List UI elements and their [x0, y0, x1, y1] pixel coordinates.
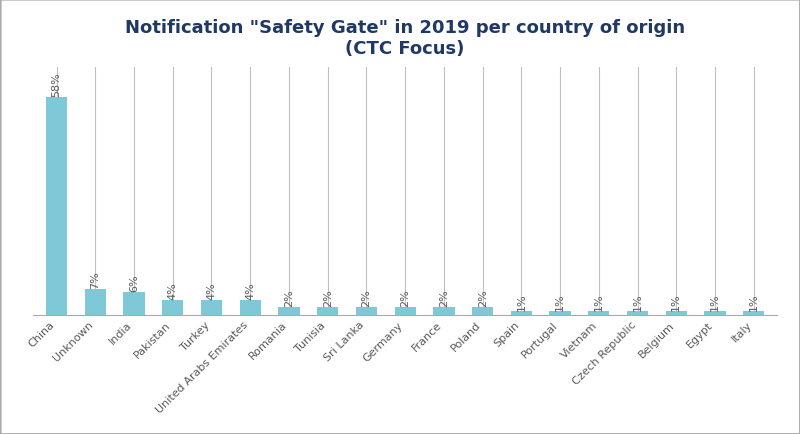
- Text: 6%: 6%: [129, 274, 139, 292]
- Bar: [123, 293, 145, 315]
- Bar: [550, 312, 570, 315]
- Bar: [85, 289, 106, 315]
- Text: 58%: 58%: [51, 72, 62, 97]
- Bar: [704, 312, 726, 315]
- Bar: [743, 312, 765, 315]
- Bar: [434, 308, 454, 315]
- Bar: [278, 308, 300, 315]
- Text: 2%: 2%: [322, 289, 333, 306]
- Bar: [394, 308, 416, 315]
- Text: 1%: 1%: [633, 293, 642, 310]
- Text: 1%: 1%: [516, 293, 526, 310]
- Text: 7%: 7%: [90, 270, 100, 288]
- Bar: [666, 312, 687, 315]
- Bar: [356, 308, 377, 315]
- Bar: [201, 300, 222, 315]
- Text: 2%: 2%: [439, 289, 449, 306]
- Bar: [46, 98, 67, 315]
- Text: 2%: 2%: [400, 289, 410, 306]
- Bar: [162, 300, 183, 315]
- Bar: [510, 312, 532, 315]
- Text: 2%: 2%: [478, 289, 488, 306]
- Bar: [239, 300, 261, 315]
- Title: Notification "Safety Gate" in 2019 per country of origin
(CTC Focus): Notification "Safety Gate" in 2019 per c…: [125, 19, 686, 58]
- Bar: [627, 312, 648, 315]
- Text: 4%: 4%: [206, 281, 217, 299]
- Text: 1%: 1%: [671, 293, 682, 310]
- Bar: [472, 308, 494, 315]
- Text: 1%: 1%: [594, 293, 604, 310]
- Text: 4%: 4%: [246, 281, 255, 299]
- Text: 2%: 2%: [362, 289, 371, 306]
- Text: 1%: 1%: [710, 293, 720, 310]
- Bar: [588, 312, 610, 315]
- Text: 2%: 2%: [284, 289, 294, 306]
- Bar: [317, 308, 338, 315]
- Text: 1%: 1%: [555, 293, 565, 310]
- Text: 1%: 1%: [749, 293, 758, 310]
- Text: 4%: 4%: [168, 281, 178, 299]
